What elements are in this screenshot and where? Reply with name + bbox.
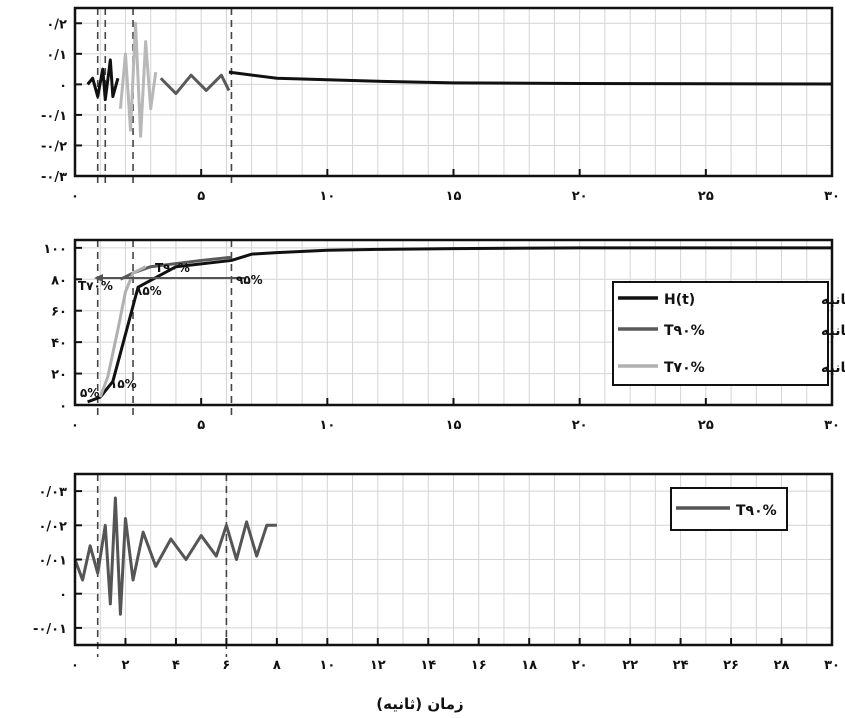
x-tick-label: ۱۰: [319, 189, 335, 204]
y-tick-label: -۰/۲: [41, 139, 67, 154]
x-tick-label: ۰: [71, 658, 79, 673]
legend-middle: H(t) ۳۰ ثانیه T۹۰% ۵/۳ ثانیه T۷۰% ۱/۰۲ ث…: [613, 282, 845, 385]
x-tick-label: ۳۰: [824, 418, 840, 433]
x-tick-label: ۲۵: [698, 418, 714, 433]
y-tick-label: ۴۰: [51, 336, 67, 351]
annotation-t70: T۷۰%: [78, 279, 113, 293]
legend-label-t90-value: ۵/۳ ثانیه: [821, 323, 845, 339]
x-tick-label: ۲۰: [572, 418, 588, 433]
panel-top-chart: ۰ ۵ ۱۰ ۱۵ ۲۰ ۲۵ ۳۰ ۰/۲ ۰/۱ ۰ -۰/۱ -۰/۲ -۰/۳: [41, 8, 840, 204]
x-tick-label: ۱۰: [319, 418, 335, 433]
series-line-top-0: [88, 60, 118, 100]
x-tick-label: ۶: [222, 658, 230, 673]
legend-label-t70-value: ۱/۰۲ ثانیه: [821, 360, 845, 376]
x-tick-label: ۲۸: [774, 658, 790, 673]
y-tick-label: ۰/۲: [46, 17, 67, 32]
x-tick-label: ۱۸: [521, 658, 537, 673]
x-tick-label: ۱۴: [420, 658, 436, 673]
x-tick-label: ۲۵: [698, 189, 714, 204]
y-tick-label: ۰/۰۱: [38, 554, 67, 569]
y-tick-label: -۰/۳: [41, 170, 67, 185]
x-tick-label: ۱۰: [319, 658, 335, 673]
y-tick-label: ۱۰۰: [43, 242, 67, 257]
x-tick-label: ۵: [197, 418, 205, 433]
x-tick-label: ۲۲: [622, 658, 638, 673]
legend-label-ht-value: ۳۰ ثانیه: [821, 292, 845, 308]
x-tick-label: ۱۲: [370, 658, 386, 673]
x-tick-label: ۰: [71, 189, 79, 204]
x-tick-label: ۸: [273, 658, 281, 673]
y-tick-label: ۰/۰۲: [38, 519, 67, 534]
y-tick-label: -۰/۱: [41, 109, 67, 124]
annotation-85: ۸۵%: [135, 284, 162, 298]
x-axis-label: زمان (ثانیه): [376, 695, 463, 713]
x-tick-label: ۲۴: [673, 658, 689, 673]
y-tick-label: ۰/۱: [46, 48, 67, 63]
annotation-15: ۱۵%: [110, 377, 137, 391]
y-tick-label: ۶۰: [51, 305, 67, 320]
annotation-95: ۹۵%: [236, 273, 263, 287]
x-tick-label: ۱۶: [471, 658, 487, 673]
y-tick-label: ۰: [59, 78, 67, 93]
legend-bottom: T۹۰%: [671, 488, 787, 530]
x-tick-label: ۴: [172, 658, 180, 673]
x-tick-label: ۳۰: [824, 658, 840, 673]
x-tick-label: ۵: [197, 189, 205, 204]
y-tick-label: ۰: [59, 399, 67, 414]
y-tick-label: ۲۰: [51, 368, 67, 383]
y-tick-label: -۰/۰۱: [33, 622, 67, 637]
annotation-t90: T۹۰%: [155, 261, 190, 275]
legend-label-t90-name: T۹۰%: [664, 323, 705, 339]
y-tick-label: ۰: [59, 588, 67, 603]
y-tick-label: ۸۰: [51, 273, 67, 288]
legend-label-ht-name: H(t): [664, 292, 695, 308]
x-tick-label: ۲۶: [723, 658, 739, 673]
series-line-top-3: [229, 72, 832, 84]
x-tick-label: ۱۵: [446, 189, 462, 204]
x-tick-label: ۲: [121, 658, 129, 673]
annotation-5: ۵%: [80, 386, 99, 400]
x-tick-label: ۰: [71, 418, 79, 433]
x-tick-label: ۲۰: [572, 189, 588, 204]
legend-label-t70-name: T۷۰%: [664, 360, 705, 376]
y-tick-label: ۰/۰۳: [38, 485, 67, 500]
x-tick-label: ۱۵: [446, 418, 462, 433]
x-tick-label: ۲۰: [572, 658, 588, 673]
x-tick-label: ۳۰: [824, 189, 840, 204]
legend-label-bottom-t90: T۹۰%: [736, 503, 777, 519]
